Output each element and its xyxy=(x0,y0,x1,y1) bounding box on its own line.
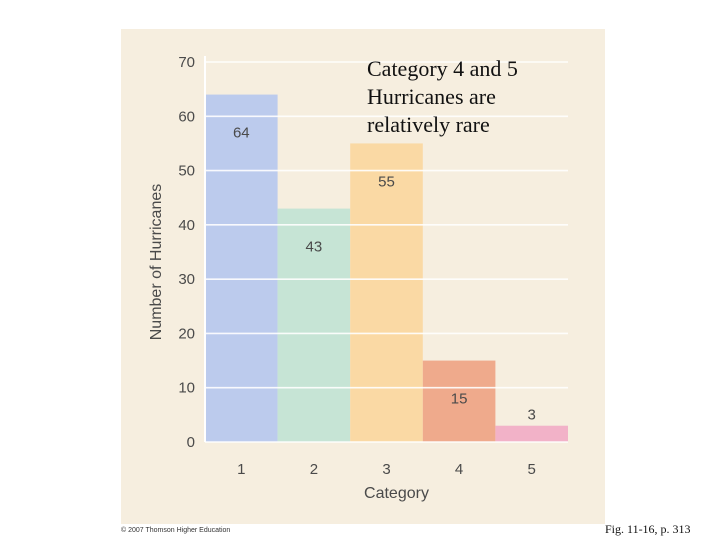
y-tick-label-40: 40 xyxy=(178,217,195,234)
x-axis-title: Category xyxy=(364,485,429,502)
y-axis-title: Number of Hurricanes xyxy=(148,184,165,341)
figure-caption: Fig. 11-16, p. 313 xyxy=(605,522,691,536)
x-tick-label-5: 5 xyxy=(528,461,536,478)
y-tick-label-60: 60 xyxy=(178,108,195,125)
y-tick-label-50: 50 xyxy=(178,163,195,180)
copyright-notice: © 2007 Thomson Higher Education xyxy=(121,527,231,534)
data-label-3: 55 xyxy=(378,173,395,190)
y-tick-label-10: 10 xyxy=(178,380,195,397)
chart-panel: 0 10 20 30 40 50 60 70 1 2 3 4 5 64 43 55 15 3 Category Num… xyxy=(121,29,605,524)
bar-category-2 xyxy=(277,208,351,442)
x-tick-label-3: 3 xyxy=(382,461,390,478)
data-label-4: 15 xyxy=(451,391,468,408)
y-tick-label-20: 20 xyxy=(178,325,195,342)
x-tick-label-2: 2 xyxy=(310,461,318,478)
bar-category-1 xyxy=(205,94,278,443)
annotation-text: Category 4 and 5 Hurricanes are relative… xyxy=(367,56,518,137)
bar-chart: 0 10 20 30 40 50 60 70 1 2 3 4 5 64 43 55 15 3 Category Num… xyxy=(148,54,568,502)
y-tick-label-30: 30 xyxy=(178,271,195,288)
data-label-2: 43 xyxy=(306,239,323,256)
y-tick-label-0: 0 xyxy=(187,434,195,451)
data-label-5: 3 xyxy=(528,407,536,424)
bar-category-4 xyxy=(422,360,496,442)
y-tick-label-70: 70 xyxy=(178,54,195,71)
bar-category-5 xyxy=(495,425,568,442)
bar-category-3 xyxy=(350,143,423,442)
x-tick-label-1: 1 xyxy=(237,461,245,478)
data-label-1: 64 xyxy=(233,125,250,142)
x-tick-label-4: 4 xyxy=(455,461,463,478)
